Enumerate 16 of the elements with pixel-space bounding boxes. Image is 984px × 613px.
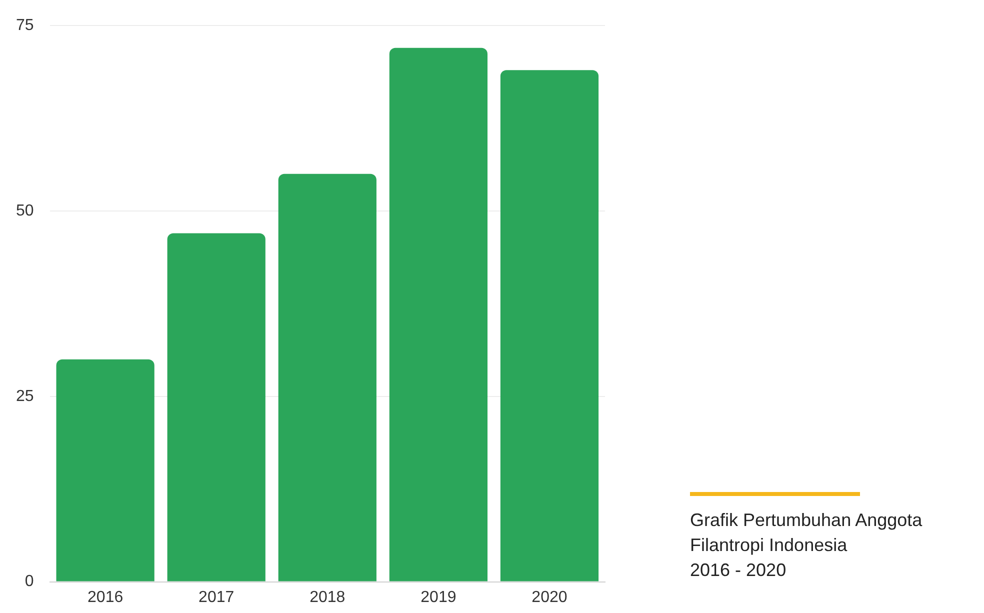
bar [278, 174, 376, 582]
x-tick-label: 2018 [310, 588, 346, 606]
bar [167, 233, 266, 582]
x-tick-label: 2017 [198, 588, 234, 606]
x-tick-label: 2019 [420, 588, 456, 606]
y-tick-label: 25 [16, 388, 34, 405]
text: 2016 - 2020 [690, 559, 788, 582]
y-tick-label: 0 [24, 573, 34, 590]
text: Grafik Pertumbuhan Anggota Filantropi Indonesia [690, 509, 924, 557]
y-tick-label: 50 [16, 202, 34, 220]
x-tick-label: 2016 [88, 588, 124, 606]
x-tick-label: 2020 [532, 588, 568, 606]
bar [56, 359, 154, 582]
bar [500, 70, 599, 582]
bar [389, 48, 488, 582]
y-tick-label: 75 [16, 17, 34, 34]
